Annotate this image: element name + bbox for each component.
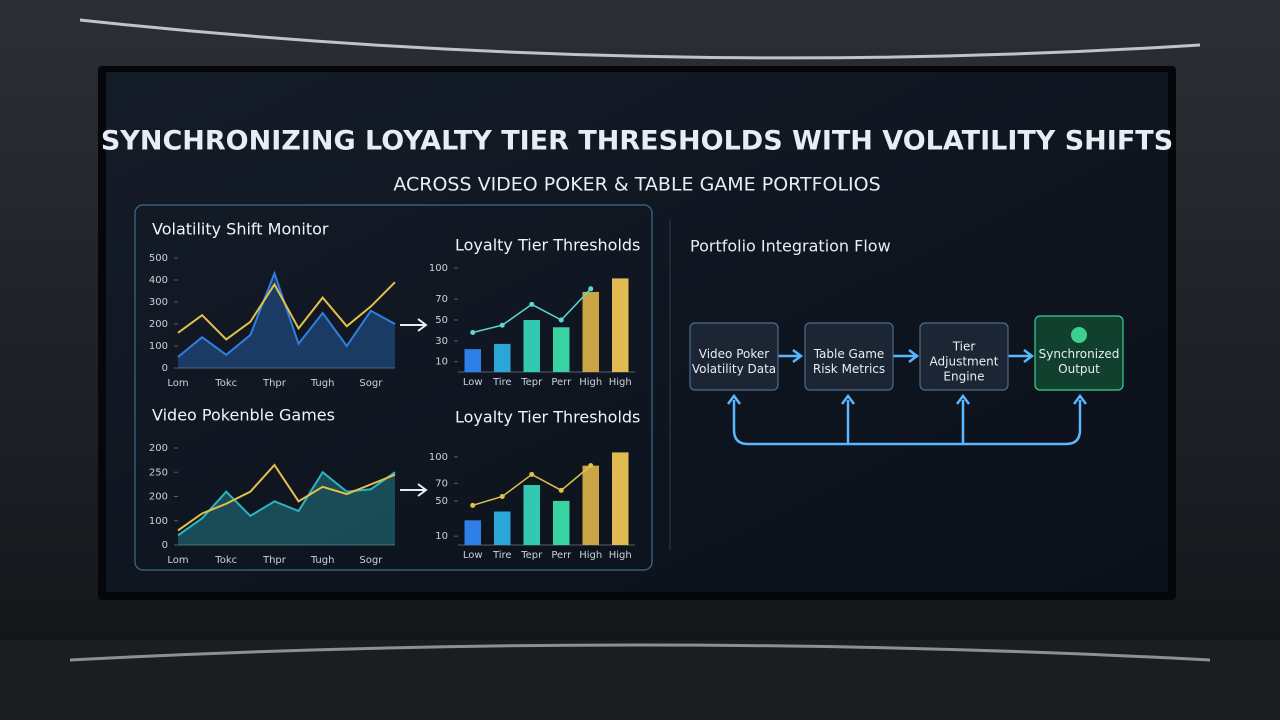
y-tick-label: 70 [435,478,448,489]
x-tick-label: High [579,550,602,561]
x-tick-label: Tire [492,377,512,388]
y-tick-label: 100 [429,263,448,274]
y-tick-label: 70 [435,294,448,305]
line [177,281,396,341]
y-tick-label: 100 [149,516,168,527]
y-tick-label: 500 [149,253,168,264]
y-tick-label: 100 [429,452,448,463]
y-tick-label: 10 [435,357,448,368]
x-tick-label: High [609,550,632,561]
bar [493,343,511,372]
y-tick-label: 0 [162,540,168,551]
x-tick-label: Tugh [310,378,335,389]
area [178,273,395,368]
x-tick-label: Perr [551,550,572,561]
line [177,463,396,532]
x-tick-label: Low [463,550,483,561]
bar [611,278,629,372]
flow-title: Portfolio Integration Flow [690,237,891,256]
bar [552,327,570,372]
x-tick-label: Tepr [520,550,543,561]
x-tick-label: Tire [492,550,512,561]
line [177,270,396,358]
chart-title: Volatility Shift Monitor [152,220,329,239]
line [472,465,592,507]
flow-node [804,322,894,391]
line [177,470,396,537]
bar [582,465,600,545]
arrows [400,318,428,497]
bar [464,349,482,372]
x-tick-label: Low [463,377,483,388]
bar [493,511,511,545]
y-tick-label: 50 [435,315,448,326]
y-tick-label: 200 [149,492,168,503]
flow-connectors [727,349,1087,446]
bar [464,520,482,545]
bar [611,452,629,545]
line [472,288,592,334]
flow-node-label: Video Poker [699,347,769,361]
x-tick-label: Perr [551,377,572,388]
flow-node-label: Risk Metrics [813,362,885,376]
y-tick-label: 300 [149,297,168,308]
y-tick-label: 50 [435,496,448,507]
chart-title: Loyalty Tier Thresholds [455,236,640,255]
y-tick-label: 200 [149,443,168,454]
light-strip [69,643,1211,662]
flow-node [689,322,779,391]
x-tick-label: Lom [167,555,188,566]
x-tick-label: Tugh [310,555,335,566]
subtitle: ACROSS VIDEO POKER & TABLE GAME PORTFOLI… [393,174,880,196]
main-title: SYNCHRONIZING LOYALTY TIER THRESHOLDS WI… [101,126,1173,157]
y-tick-label: 400 [149,275,168,286]
flow-node [919,322,1009,391]
x-tick-label: Thpr [262,378,287,389]
charts-panel [134,204,653,571]
light-strip [79,18,1201,60]
y-tick-label: 30 [435,336,448,347]
x-tick-label: High [579,377,602,388]
y-tick-label: 100 [149,341,168,352]
y-tick-label: 0 [162,363,168,374]
x-tick-label: High [609,377,632,388]
floor [0,640,1280,720]
x-tick-label: Lom [167,378,188,389]
flow-node-label: Volatility Data [692,362,776,376]
x-tick-label: Thpr [262,555,287,566]
flow-node-label: Table Game [813,347,885,361]
x-tick-label: Sogr [359,378,383,389]
flow-node-label: Adjustment [930,355,999,369]
bar [523,485,541,545]
flow-node-label: Synchronized [1039,347,1120,361]
x-tick-label: Sogr [359,555,383,566]
flow-node [1034,315,1124,391]
y-tick-label: 200 [149,319,168,330]
bar [552,500,570,545]
x-tick-label: Tokc [214,555,237,566]
flow-node-label: Engine [943,370,984,384]
chart-title: Loyalty Tier Thresholds [455,408,640,427]
x-tick-label: Tokc [214,378,237,389]
chart-title: Video Pokenble Games [152,406,335,425]
bar [582,291,600,372]
area [178,472,395,545]
x-tick-label: Tepr [520,377,543,388]
y-tick-label: 250 [149,467,168,478]
y-tick-label: 10 [435,531,448,542]
bar [523,320,541,372]
flow-node-label: Output [1058,362,1100,376]
check-icon [1071,327,1087,343]
flow-node-label: Tier [952,340,976,354]
